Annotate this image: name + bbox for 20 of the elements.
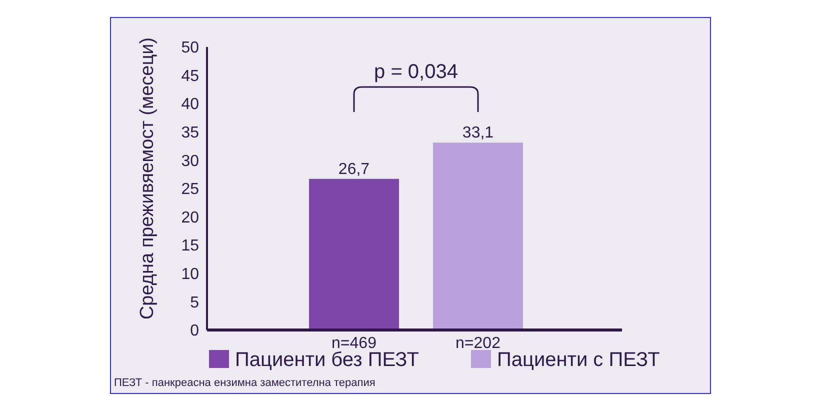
x-tick-label: n=469 <box>332 335 377 352</box>
y-tick-label: 15 <box>181 238 200 255</box>
y-tick-label: 20 <box>181 209 200 226</box>
y-axis-title: Средна преживяемост (месеци) <box>137 37 158 320</box>
y-tick-label: 35 <box>181 124 200 142</box>
y-tick-label: 0 <box>190 322 200 340</box>
y-tick-label: 10 <box>181 266 200 283</box>
legend-label: Пациенти без ПЕЗТ <box>235 349 419 371</box>
data-label: 26,7 <box>338 160 370 178</box>
y-tick-label: 50 <box>181 40 200 57</box>
y-tick-label: 40 <box>181 96 200 114</box>
data-label: 33,1 <box>462 124 494 142</box>
y-tick-label: 30 <box>181 152 200 170</box>
y-tick-label: 45 <box>181 68 200 85</box>
legend-label: Пациенти с ПЕЗТ <box>497 349 660 371</box>
text: ПЕЗТ - панкреасна ензимна заместителна терапия <box>114 377 376 389</box>
annotation: p = 0,034 <box>374 61 458 83</box>
x-tick-label: n=202 <box>456 335 501 352</box>
y-tick-label: 25 <box>181 181 200 198</box>
y-tick-label: 5 <box>190 294 200 312</box>
